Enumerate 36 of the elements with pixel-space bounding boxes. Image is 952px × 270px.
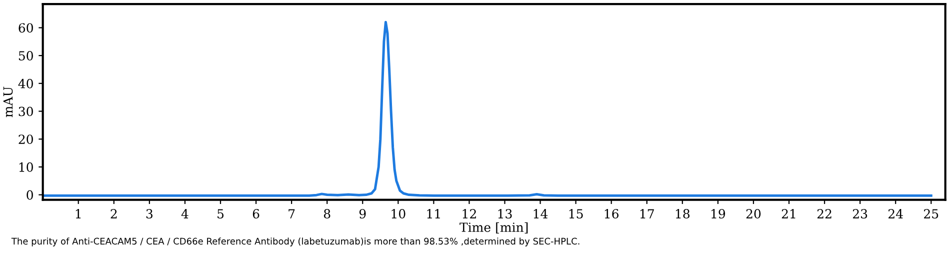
- x-tick-label: 13: [498, 209, 512, 219]
- y-tick-label: 40: [18, 78, 33, 88]
- x-tick-label: 16: [604, 209, 619, 219]
- x-tick-label: 24: [888, 209, 903, 218]
- y-tick-label: 10: [19, 162, 33, 172]
- y-tick-label: 60: [18, 23, 33, 33]
- x-tick-label: 3: [146, 209, 152, 219]
- x-tick-label: 18: [676, 209, 690, 219]
- x-tick-label: 23: [852, 209, 868, 219]
- y-tick-label: 30: [18, 106, 33, 116]
- x-tick-label: 15: [569, 209, 583, 219]
- x-tick-label: 9: [359, 209, 366, 219]
- y-tick-label: 50: [18, 51, 33, 60]
- y-tick-label: 0: [26, 190, 33, 200]
- x-tick-label: 17: [640, 209, 654, 218]
- y-tick-label: 20: [18, 134, 33, 144]
- text: The purity of Anti-CEACAM5 / CEA / CD66e Reference Antibody (labetuzumab)is more than 98.53% ,determined by SEC-HPLC.: [11, 238, 580, 246]
- x-tick-label: 6: [252, 209, 260, 219]
- x-tick-label: 4: [181, 209, 188, 218]
- x-tick-label: 19: [712, 209, 726, 219]
- x-tick-label: 22: [817, 209, 832, 218]
- x-tick-label: 25: [924, 209, 938, 219]
- x-tick-label: 10: [392, 209, 406, 219]
- x-tick-label: 7: [288, 209, 295, 218]
- x-tick-label: 20: [746, 209, 761, 219]
- x-tick-label: 1: [76, 209, 81, 218]
- x-tick-label: 21: [782, 209, 796, 218]
- x-tick-label: 8: [324, 209, 330, 219]
- x-tick-label: 11: [427, 209, 440, 218]
- y-axis-title: mAU: [3, 86, 13, 118]
- line-series: [42, 20, 932, 197]
- x-tick-label: 12: [462, 209, 476, 218]
- x-axis-title: Time [min]: [460, 222, 528, 234]
- x-tick-label: 2: [110, 209, 117, 218]
- x-tick-label: 5: [218, 209, 224, 219]
- x-tick-label: 14: [534, 209, 548, 218]
